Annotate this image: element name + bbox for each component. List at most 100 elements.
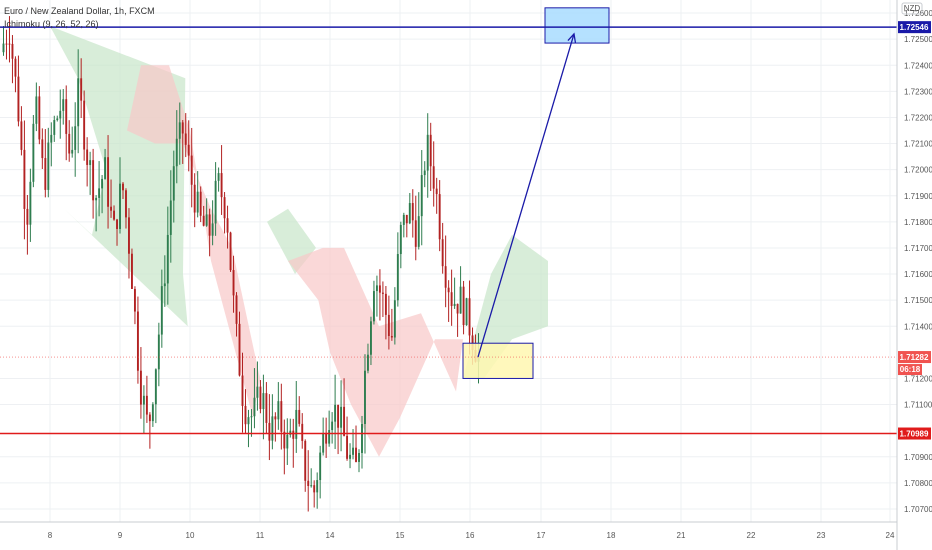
indicator-label: Ichimoku (9, 26, 52, 26)	[4, 19, 99, 29]
candle-body	[172, 166, 175, 201]
candle-body	[262, 393, 265, 410]
candles	[2, 16, 480, 512]
candle-body	[151, 404, 154, 422]
candle-body	[38, 96, 41, 140]
x-tick-label: 22	[747, 531, 756, 540]
candle-body	[142, 395, 145, 405]
candle-body	[304, 440, 307, 481]
candle-body	[331, 421, 334, 431]
candle-body	[104, 157, 107, 179]
candle-body	[259, 386, 262, 410]
x-tick-label: 24	[886, 531, 895, 540]
candle-body	[280, 401, 283, 432]
y-tick-label: 1.72100	[904, 140, 932, 149]
cloud-region	[463, 234, 548, 379]
target-zone-box[interactable]	[544, 7, 610, 44]
projection-arrow[interactable]	[477, 33, 575, 358]
candle-body	[32, 123, 35, 182]
candle-body	[247, 417, 250, 425]
candle-body	[402, 214, 405, 225]
candle-body	[456, 303, 459, 314]
horizontal-levels[interactable]: 1.72546 1.70989 1.71282 06:18	[0, 21, 931, 440]
candle-body	[370, 321, 372, 355]
candle-body	[5, 43, 8, 45]
x-tick-label: 8	[48, 531, 53, 540]
candle-body	[349, 454, 351, 459]
candle-body	[190, 155, 193, 185]
candle-body	[256, 386, 259, 398]
symbol-title: Euro / New Zealand Dollar, 1h, FXCM	[4, 6, 155, 16]
cloud-region	[288, 247, 463, 457]
entry-zone-box[interactable]	[462, 342, 534, 379]
candle-body	[235, 295, 238, 324]
candle-body	[169, 200, 172, 235]
candle-body	[229, 232, 232, 271]
candle-body	[298, 409, 301, 424]
candle-body	[444, 266, 447, 288]
candle-body	[241, 375, 244, 406]
current-price-label: 1.71282	[900, 353, 929, 362]
candle-body	[468, 298, 471, 336]
candle-body	[166, 234, 169, 284]
candle-body	[250, 416, 253, 418]
candle-body	[187, 144, 190, 156]
candle-body	[295, 409, 298, 439]
projection-arrow-head	[567, 32, 577, 43]
candle-body	[113, 210, 115, 220]
candle-body	[355, 447, 357, 462]
candle-body	[89, 160, 92, 165]
candle-body	[393, 300, 396, 338]
candle-body	[136, 311, 139, 371]
countdown-label: 06:18	[900, 365, 921, 374]
drawing-zones[interactable]	[462, 7, 610, 379]
candle-body	[352, 447, 354, 455]
candle-body	[408, 203, 411, 224]
candle-body	[405, 214, 408, 224]
countdown-badge	[898, 364, 922, 376]
y-tick-label: 1.71200	[904, 374, 932, 383]
candle-body	[202, 215, 205, 226]
candle-body	[414, 220, 417, 247]
y-tick-label: 1.71900	[904, 192, 932, 201]
candle-body	[286, 434, 289, 449]
y-tick-label: 1.72000	[904, 166, 932, 175]
candle-body	[160, 286, 163, 335]
candle-body	[86, 149, 89, 165]
y-tick-label: 1.70900	[904, 453, 932, 462]
candle-body	[125, 190, 127, 218]
candle-body	[95, 197, 98, 201]
candle-body	[196, 191, 199, 213]
candle-body	[148, 414, 151, 422]
candle-body	[390, 335, 393, 338]
candle-body	[226, 218, 229, 233]
candle-body	[98, 188, 101, 198]
candle-body	[110, 206, 112, 211]
y-tick-label: 1.71800	[904, 218, 932, 227]
candle-body	[325, 432, 328, 444]
x-tick-label: 14	[326, 531, 335, 540]
candle-body	[59, 110, 62, 119]
x-tick-label: 23	[817, 531, 826, 540]
candle-body	[133, 288, 136, 312]
candle-body	[50, 134, 53, 143]
candle-body	[432, 166, 435, 189]
candle-body	[322, 432, 325, 453]
candle-body	[178, 122, 181, 139]
candle-body	[208, 214, 211, 236]
candle-body	[214, 180, 217, 224]
candle-body	[411, 203, 414, 221]
candle-body	[17, 76, 20, 122]
candle-body	[277, 401, 280, 420]
candle-body	[364, 370, 366, 425]
candle-body	[378, 285, 381, 293]
candle-body	[429, 134, 432, 167]
candle-body	[265, 393, 268, 423]
candle-body	[244, 405, 247, 425]
candle-body	[217, 173, 220, 181]
level-price-badge	[898, 427, 931, 440]
candle-body	[71, 149, 74, 154]
candle-body	[47, 142, 50, 190]
